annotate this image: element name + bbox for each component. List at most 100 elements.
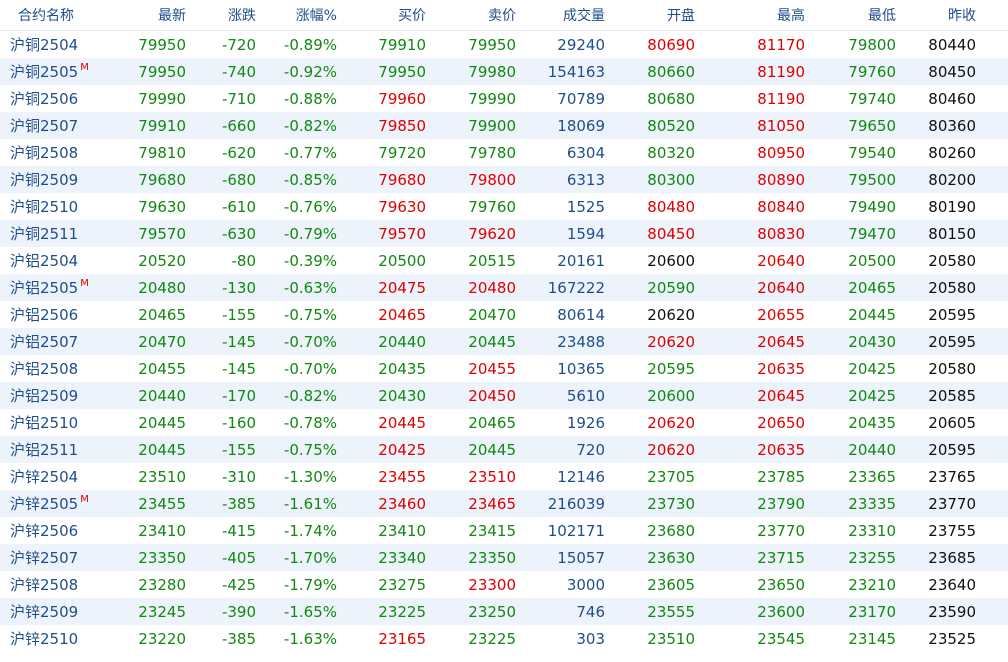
contract-name[interactable]: 沪铝2506 — [0, 304, 108, 325]
contract-name[interactable]: 沪铜2508 — [0, 142, 108, 163]
header-open[interactable]: 开盘 — [667, 8, 695, 24]
contract-name[interactable]: 沪铝2507 — [0, 331, 108, 352]
contract-name[interactable]: 沪铜2510 — [0, 196, 108, 217]
contract-name[interactable]: 沪锌2510 — [0, 628, 108, 649]
cell-low: 23310 — [848, 521, 896, 540]
table-row[interactable]: 沪铜2509 79680 -680 -0.85% 79680 79800 6313 80300… — [0, 166, 1008, 193]
cell-volume: 3000 — [566, 575, 605, 594]
contract-name[interactable]: 沪锌2508 — [0, 574, 108, 595]
header-bid[interactable]: 买价 — [398, 8, 426, 24]
contract-name[interactable]: 沪铝2504 — [0, 250, 108, 271]
table-row[interactable]: 沪锌2510 23220 -385 -1.63% 23165 23225 303 23510 2… — [0, 625, 1008, 652]
cell-high: 20635 — [757, 359, 805, 378]
contract-name[interactable]: 沪铝2511 — [0, 439, 108, 460]
contract-name[interactable]: 沪锌2506 — [0, 520, 108, 541]
contract-name[interactable]: 沪铜2511 — [0, 223, 108, 244]
header-last-price[interactable]: 最新 — [158, 8, 186, 24]
contract-name[interactable]: 沪铜2504 — [0, 34, 108, 55]
cell-change: -155 — [221, 305, 256, 324]
cell-last-price: 23280 — [138, 575, 186, 594]
cell-volume: 6304 — [566, 143, 605, 162]
cell-ask: 79980 — [468, 62, 516, 81]
contract-name[interactable]: 沪铜2507 — [0, 115, 108, 136]
cell-open: 20590 — [647, 278, 695, 297]
cell-prev-close: 20580 — [928, 278, 976, 297]
cell-prev-close: 23770 — [928, 494, 976, 513]
table-row[interactable]: 沪锌2509 23245 -390 -1.65% 23225 23250 746 23555 2… — [0, 598, 1008, 625]
contract-name-text: 沪铜2509 — [10, 171, 79, 189]
table-row[interactable]: 沪锌2505 M 23455 -385 -1.61% 23460 23465 216039 23… — [0, 490, 1008, 517]
table-row[interactable]: 沪锌2507 23350 -405 -1.70% 23340 23350 15057 2363… — [0, 544, 1008, 571]
cell-low: 20500 — [848, 251, 896, 270]
table-row[interactable]: 沪锌2504 23510 -310 -1.30% 23455 23510 12146 2370… — [0, 463, 1008, 490]
contract-name[interactable]: 沪铝2505 M — [0, 277, 108, 298]
header-volume[interactable]: 成交量 — [563, 8, 605, 24]
contract-name[interactable]: 沪铝2510 — [0, 412, 108, 433]
header-low[interactable]: 最低 — [868, 8, 896, 24]
contract-name[interactable]: 沪锌2507 — [0, 547, 108, 568]
contract-name[interactable]: 沪铜2505 M — [0, 61, 108, 82]
contract-name-text: 沪铜2508 — [10, 144, 79, 162]
cell-ask: 20455 — [468, 359, 516, 378]
cell-change-percent: -1.70% — [283, 548, 337, 567]
cell-bid: 79570 — [378, 224, 426, 243]
cell-open: 23605 — [647, 575, 695, 594]
header-change-percent[interactable]: 涨幅% — [295, 8, 337, 24]
cell-open: 23630 — [647, 548, 695, 567]
table-row[interactable]: 沪铜2505 M 79950 -740 -0.92% 79950 79980 154163 80… — [0, 58, 1008, 85]
cell-change: -160 — [221, 413, 256, 432]
contract-name-text: 沪锌2509 — [10, 603, 79, 621]
contract-name-text: 沪铜2504 — [10, 36, 79, 54]
cell-volume: 720 — [576, 440, 605, 459]
cell-last-price: 20470 — [138, 332, 186, 351]
cell-last-price: 23510 — [138, 467, 186, 486]
header-contract-name[interactable]: 合约名称 — [18, 8, 74, 24]
table-row[interactable]: 沪锌2506 23410 -415 -1.74% 23410 23415 102171 236… — [0, 517, 1008, 544]
table-row[interactable]: 沪铝2504 20520 -80 -0.39% 20500 20515 20161 20600… — [0, 247, 1008, 274]
table-row[interactable]: 沪铝2508 20455 -145 -0.70% 20435 20455 10365 2059… — [0, 355, 1008, 382]
cell-change-percent: -1.74% — [283, 521, 337, 540]
contract-name[interactable]: 沪铝2509 — [0, 385, 108, 406]
table-row[interactable]: 沪铜2508 79810 -620 -0.77% 79720 79780 6304 80320… — [0, 139, 1008, 166]
table-row[interactable]: 沪铝2507 20470 -145 -0.70% 20440 20445 23488 2062… — [0, 328, 1008, 355]
header-high[interactable]: 最高 — [777, 8, 805, 24]
contract-name[interactable]: 沪锌2505 M — [0, 493, 108, 514]
table-row[interactable]: 沪锌2508 23280 -425 -1.79% 23275 23300 3000 23605… — [0, 571, 1008, 598]
contract-name[interactable]: 沪铝2508 — [0, 358, 108, 379]
cell-change: -660 — [221, 116, 256, 135]
cell-change: -620 — [221, 143, 256, 162]
cell-last-price: 79950 — [138, 35, 186, 54]
table-row[interactable]: 沪铝2510 20445 -160 -0.78% 20445 20465 1926 20620… — [0, 409, 1008, 436]
cell-open: 80450 — [647, 224, 695, 243]
cell-prev-close: 80190 — [928, 197, 976, 216]
table-row[interactable]: 沪铝2505 M 20480 -130 -0.63% 20475 20480 167222 20… — [0, 274, 1008, 301]
cell-last-price: 20445 — [138, 413, 186, 432]
cell-low: 23210 — [848, 575, 896, 594]
contract-name[interactable]: 沪锌2509 — [0, 601, 108, 622]
table-row[interactable]: 沪铜2504 79950 -720 -0.89% 79910 79950 29240 8069… — [0, 31, 1008, 58]
header-change[interactable]: 涨跌 — [228, 8, 256, 24]
cell-open: 20620 — [647, 305, 695, 324]
contract-name[interactable]: 沪锌2504 — [0, 466, 108, 487]
cell-prev-close: 23685 — [928, 548, 976, 567]
cell-change: -130 — [221, 278, 256, 297]
cell-change-percent: -0.82% — [283, 386, 337, 405]
contract-name[interactable]: 沪铜2509 — [0, 169, 108, 190]
table-row[interactable]: 沪铝2511 20445 -155 -0.75% 20425 20445 720 20620 2… — [0, 436, 1008, 463]
header-ask[interactable]: 卖价 — [488, 8, 516, 24]
table-row[interactable]: 沪铜2511 79570 -630 -0.79% 79570 79620 1594 80450… — [0, 220, 1008, 247]
cell-volume: 12146 — [557, 467, 605, 486]
table-row[interactable]: 沪铜2507 79910 -660 -0.82% 79850 79900 18069 8052… — [0, 112, 1008, 139]
contract-name[interactable]: 沪铜2506 — [0, 88, 108, 109]
table-row[interactable]: 沪铜2510 79630 -610 -0.76% 79630 79760 1525 80480… — [0, 193, 1008, 220]
table-row[interactable]: 沪铝2509 20440 -170 -0.82% 20430 20450 5610 20600… — [0, 382, 1008, 409]
cell-ask: 79780 — [468, 143, 516, 162]
cell-ask: 20450 — [468, 386, 516, 405]
cell-prev-close: 20605 — [928, 413, 976, 432]
table-row[interactable]: 沪铝2506 20465 -155 -0.75% 20465 20470 80614 2062… — [0, 301, 1008, 328]
cell-last-price: 79950 — [138, 62, 186, 81]
contract-name-text: 沪铝2507 — [10, 333, 79, 351]
header-prev-close[interactable]: 昨收 — [948, 8, 976, 24]
table-row[interactable]: 沪铜2506 79990 -710 -0.88% 79960 79990 70789 8068… — [0, 85, 1008, 112]
cell-change: -145 — [221, 332, 256, 351]
